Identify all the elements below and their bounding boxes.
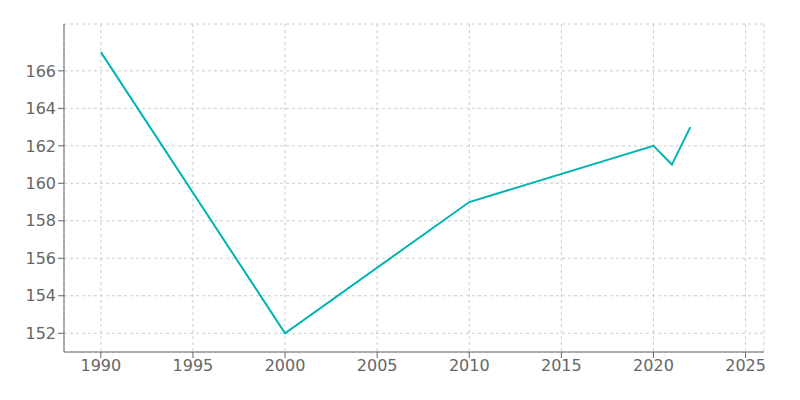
svg-text:166: 166	[25, 62, 56, 81]
svg-text:158: 158	[25, 211, 56, 230]
svg-text:2000: 2000	[265, 356, 306, 375]
svg-text:2015: 2015	[541, 356, 582, 375]
svg-text:2005: 2005	[357, 356, 398, 375]
svg-text:152: 152	[25, 324, 56, 343]
svg-text:1995: 1995	[173, 356, 214, 375]
svg-text:1990: 1990	[80, 356, 121, 375]
svg-text:156: 156	[25, 249, 56, 268]
svg-text:2025: 2025	[725, 356, 766, 375]
svg-text:2010: 2010	[449, 356, 490, 375]
svg-text:160: 160	[25, 174, 56, 193]
svg-text:162: 162	[25, 137, 56, 156]
svg-text:2020: 2020	[633, 356, 674, 375]
svg-text:154: 154	[25, 286, 56, 305]
svg-text:164: 164	[25, 99, 56, 118]
